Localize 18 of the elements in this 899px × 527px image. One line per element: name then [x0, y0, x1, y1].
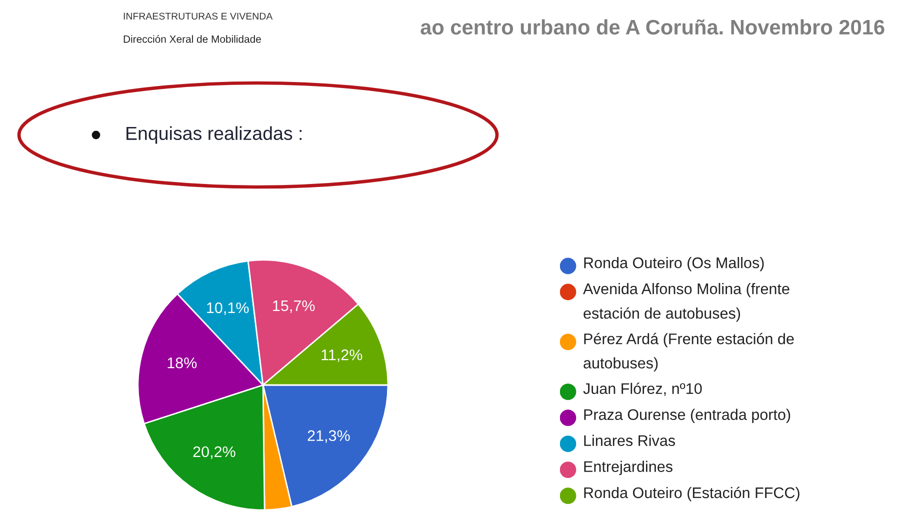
- data-label: 10,1%: [207, 302, 249, 316]
- data-label: 11,2%: [322, 349, 362, 362]
- chart-title: ao centro urbano de A Coruña. Novembro 2016: [420, 19, 884, 35]
- text: Dirección Xeral de Mobilidade: [124, 35, 261, 43]
- legend-label: Pérez Ardá (Frente estación de autobuses): [584, 332, 794, 372]
- data-label: 18%: [168, 357, 197, 368]
- data-label: 21,3%: [308, 430, 350, 443]
- legend-label: Ronda Outeiro (Estación FFCC): [584, 486, 800, 502]
- legend-label: Ronda Outeiro (Os Mallos): [584, 257, 764, 272]
- text: Enquisas realizadas :: [126, 126, 302, 144]
- legend-label: Avenida Alfonso Molina (frente estación de autobuses): [583, 283, 790, 322]
- data-label: 20,2%: [193, 446, 236, 459]
- legend-label: Entrejardines: [584, 460, 672, 476]
- legend-label: Linares Rivas: [584, 434, 676, 446]
- text: INFRAESTRUTURAS E VIVENDA: [124, 12, 273, 20]
- legend-label: Praza Ourense (entrada porto): [584, 408, 790, 424]
- data-label: 15,7%: [273, 300, 315, 313]
- legend-label: Juan Flórez, nº10: [583, 382, 702, 396]
